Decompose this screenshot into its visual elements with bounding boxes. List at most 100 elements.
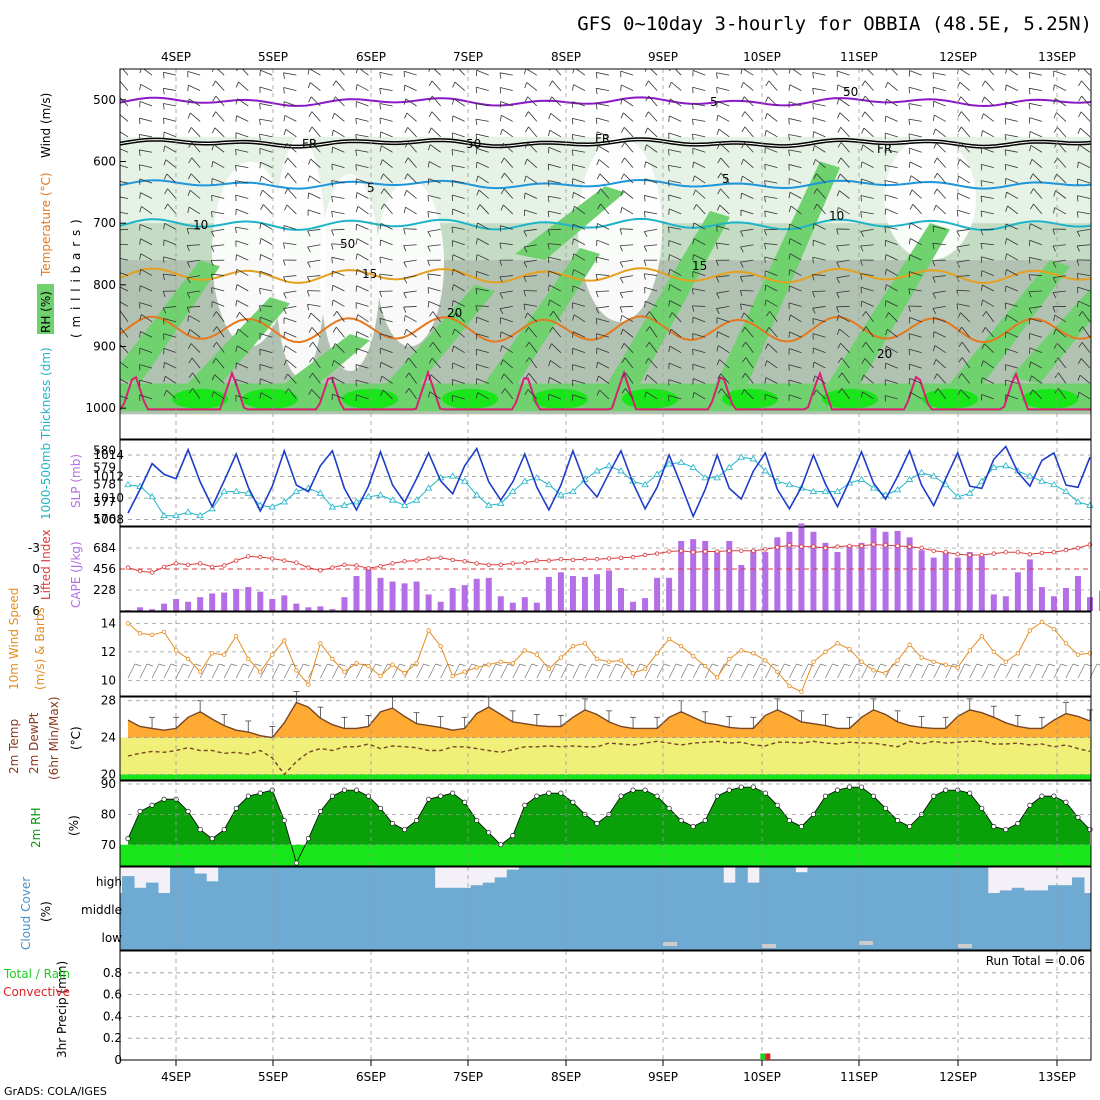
li-point bbox=[486, 562, 491, 567]
wind-barb-feather bbox=[933, 188, 938, 195]
wind-barb-feather bbox=[524, 192, 526, 199]
rh2m-point bbox=[161, 796, 167, 802]
wind-barb-feather bbox=[644, 391, 647, 398]
rh-contour-label: 50 bbox=[843, 85, 858, 99]
wind-barb bbox=[455, 312, 465, 323]
wind-barb bbox=[215, 311, 225, 323]
wind-barb bbox=[891, 69, 898, 76]
rh2m-point bbox=[895, 817, 901, 823]
li-point bbox=[558, 557, 564, 562]
wind-barb-feather bbox=[403, 292, 407, 299]
high-cloud-bar bbox=[819, 867, 832, 893]
wind-barb-feather bbox=[475, 254, 478, 261]
wind10m-point bbox=[402, 671, 407, 676]
wind10m-point bbox=[955, 665, 960, 670]
wind-barb bbox=[503, 373, 514, 384]
wind-barb bbox=[596, 274, 610, 276]
wind-barb bbox=[307, 244, 321, 248]
wind-barb bbox=[499, 242, 513, 246]
wind-barb bbox=[863, 374, 874, 384]
wind10m-barb bbox=[921, 663, 929, 679]
high-cloud-bar bbox=[518, 867, 532, 893]
wind-barb bbox=[789, 285, 802, 292]
wind-barb-feather bbox=[355, 269, 358, 276]
wind-barb-feather bbox=[716, 359, 720, 366]
wind-barb bbox=[982, 360, 995, 369]
wind-barb bbox=[960, 389, 971, 400]
wind-barb-feather bbox=[643, 231, 648, 237]
wind-barb-feather bbox=[933, 142, 937, 149]
wind-barb-feather bbox=[1076, 195, 1079, 202]
wind-barb bbox=[356, 331, 369, 338]
wind-barb bbox=[669, 362, 682, 369]
wind-barb bbox=[452, 300, 465, 307]
wind10m-barb bbox=[368, 663, 376, 679]
wind-barb-feather bbox=[788, 269, 791, 276]
wind-barb-feather bbox=[116, 113, 118, 119]
thickness-point bbox=[665, 460, 673, 467]
wind-barb bbox=[765, 270, 778, 276]
pressure-tick-label: 1000 bbox=[85, 401, 116, 415]
wind10m-barb bbox=[885, 663, 893, 679]
wind-barb bbox=[596, 131, 610, 138]
wind-barb bbox=[1033, 188, 1043, 199]
wind10m-barb bbox=[608, 663, 617, 679]
wind-barb-feather bbox=[139, 269, 142, 276]
rh2m-point bbox=[402, 827, 408, 833]
cape-bar bbox=[581, 576, 588, 611]
wind-barb bbox=[120, 211, 129, 215]
wind-barb-feather bbox=[932, 114, 935, 122]
wind-barb bbox=[789, 238, 802, 246]
high-cloud-bar bbox=[795, 872, 808, 893]
wind-barb bbox=[789, 191, 802, 199]
wind-barb-feather bbox=[741, 389, 745, 396]
wind10m-barb-feather bbox=[844, 663, 851, 667]
wind-barb bbox=[670, 328, 682, 338]
cape-bar bbox=[365, 569, 372, 611]
wind-barb-feather bbox=[428, 111, 433, 118]
wind-barb bbox=[743, 158, 754, 168]
wind-barb-feather bbox=[523, 276, 527, 283]
li-point bbox=[474, 561, 479, 566]
wind-barb bbox=[1030, 361, 1043, 369]
wind-barb-feather bbox=[764, 211, 766, 218]
wind-barb-feather bbox=[862, 342, 867, 348]
wind-barb-feather bbox=[571, 118, 574, 125]
wind-barb-feather bbox=[451, 254, 454, 261]
wind-barb-feather bbox=[860, 273, 863, 280]
wind-barb-feather bbox=[861, 111, 866, 118]
wind-barb-feather bbox=[139, 238, 141, 245]
wind-barb bbox=[380, 361, 393, 369]
wind-barb bbox=[164, 145, 177, 153]
wind-barb bbox=[596, 318, 610, 323]
thickness-point bbox=[966, 489, 974, 496]
wind-barb bbox=[259, 270, 273, 276]
wind-barb bbox=[885, 379, 898, 384]
wind-barb-feather bbox=[933, 204, 937, 211]
wind-barb-feather bbox=[716, 292, 720, 299]
wind-barb-feather bbox=[885, 329, 888, 336]
thickness-point bbox=[1050, 480, 1058, 488]
wind-barb-feather bbox=[812, 88, 814, 95]
cape-bar bbox=[209, 593, 216, 611]
rh2m-point bbox=[534, 793, 540, 799]
wind-barb bbox=[668, 149, 682, 153]
wind-barb bbox=[429, 144, 441, 153]
wind-barb-feather bbox=[525, 126, 529, 133]
wind-barb-feather bbox=[405, 388, 410, 394]
wind-barb bbox=[982, 284, 994, 292]
high-cloud-bar bbox=[182, 867, 195, 893]
wind-barb-feather bbox=[307, 175, 311, 182]
wind-barb bbox=[597, 361, 610, 369]
wind10m-point bbox=[185, 656, 191, 662]
wind-barb bbox=[838, 207, 850, 215]
wind-barb bbox=[139, 364, 153, 369]
wind-barb-feather bbox=[1076, 231, 1081, 237]
wind-barb-feather bbox=[933, 172, 938, 179]
wind-barb bbox=[910, 175, 922, 184]
wind10m-point bbox=[161, 629, 167, 635]
wind10m-point bbox=[739, 648, 744, 653]
wind-barb bbox=[645, 391, 658, 400]
wind-barb bbox=[379, 333, 393, 338]
